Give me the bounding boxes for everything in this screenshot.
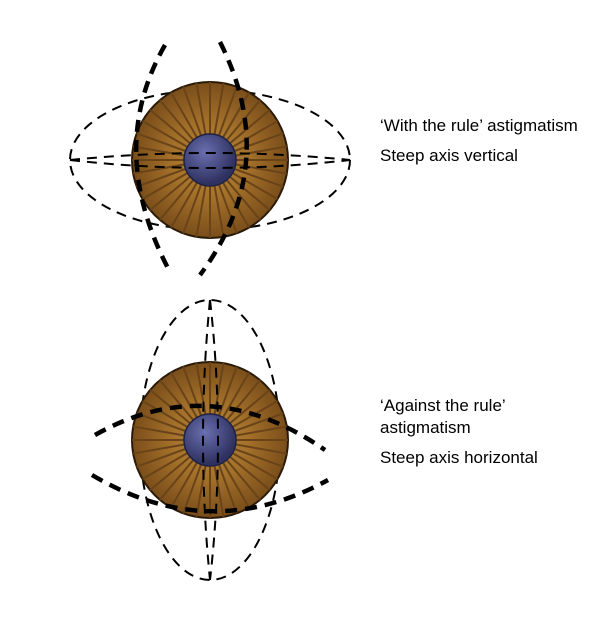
diagram-against-the-rule	[0, 280, 420, 625]
label-with-the-rule: ‘With the rule’ astigmatism Steep axis v…	[380, 115, 578, 167]
label-subtitle: Steep axis horizontal	[380, 447, 600, 469]
diagram-with-the-rule	[0, 0, 420, 325]
label-subtitle: Steep axis vertical	[380, 145, 578, 167]
label-title: ‘With the rule’ astigmatism	[380, 115, 578, 137]
label-against-the-rule: ‘Against the rule’ astigmatism Steep axi…	[380, 395, 600, 469]
label-title: ‘Against the rule’ astigmatism	[380, 395, 600, 439]
